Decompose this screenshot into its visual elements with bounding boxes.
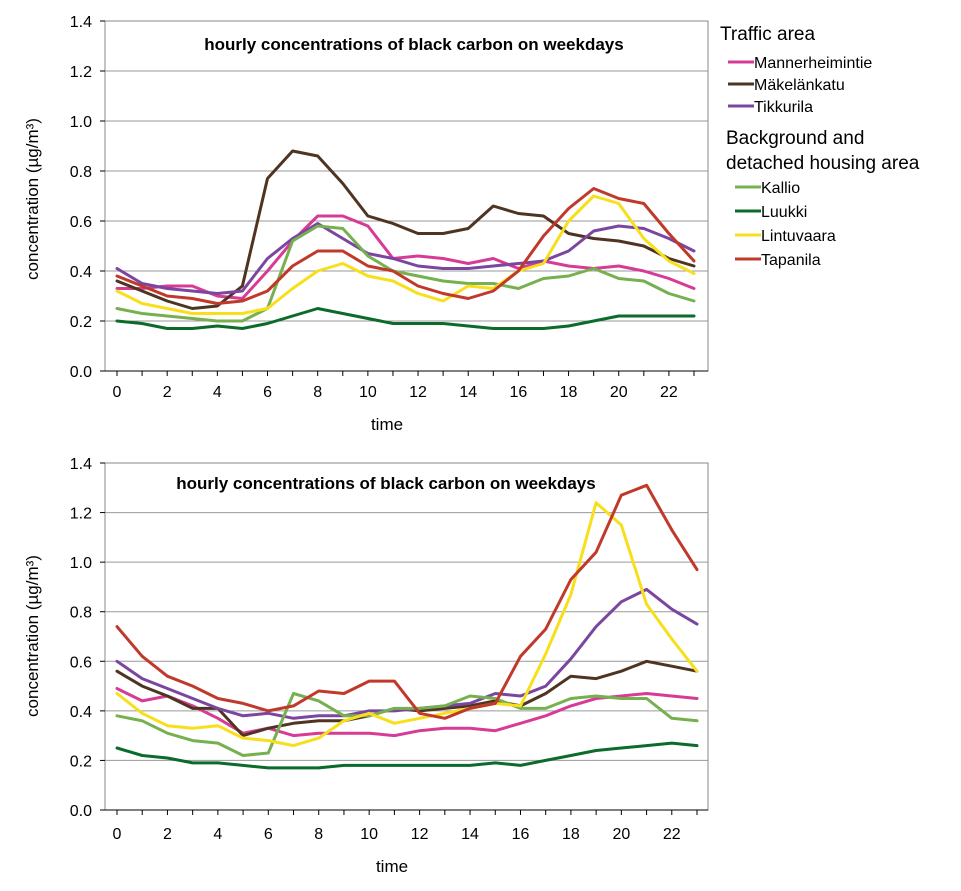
chart-bottom-xtick-label: 16: [512, 826, 530, 843]
chart-top-xtick-label: 4: [213, 384, 222, 401]
chart-top-xtick-label: 2: [163, 384, 172, 401]
legend-label-tapanila: Tapanila: [761, 252, 821, 269]
chart-bottom-grid: [105, 462, 708, 761]
legend-traffic-title: Traffic area: [720, 24, 815, 45]
chart-bottom-xtick-label: 14: [461, 826, 479, 843]
chart-top-ytick-label: 1.4: [70, 14, 92, 31]
chart-bottom-ylabel: concentration (µg/m³): [23, 555, 42, 717]
legend-background-title-line1: Background and: [726, 128, 864, 149]
chart-bottom-xtick-label: 22: [663, 826, 681, 843]
legend-label-tikkurila: Tikkurila: [754, 99, 813, 116]
chart-top-xtick-label: 8: [313, 384, 322, 401]
chart-bottom-ytick-label: 1.2: [70, 506, 92, 523]
chart-bottom-xtick-label: 10: [360, 826, 378, 843]
chart-bottom-xlabel: time: [376, 857, 408, 876]
chart-top-series-luukki: [115, 307, 696, 330]
chart-bottom-plot-frame: [104, 462, 709, 811]
chart-bottom-xtick-label: 0: [113, 826, 122, 843]
chart-bottom-xtick-label: 20: [612, 826, 630, 843]
chart-top-ytick-label: 0.0: [70, 364, 92, 381]
chart-bottom-ytick-label: 1.0: [70, 555, 92, 572]
chart-top-series-kallio: [115, 224, 696, 323]
chart-top-grid: [105, 20, 708, 322]
chart-top-ytick-label: 1.2: [70, 64, 92, 81]
legend-label-makelankatu: Mäkelänkatu: [754, 77, 845, 94]
chart-top-xtick-label: 10: [359, 384, 377, 401]
chart-bottom-title: hourly concentrations of black carbon on…: [176, 474, 595, 493]
chart-bottom-series-kallio: [115, 692, 699, 757]
legend-label-mannerheimintie: Mannerheimintie: [754, 55, 872, 72]
chart-bottom-xtick-label: 6: [264, 826, 273, 843]
chart-top-xtick-label: 20: [610, 384, 628, 401]
chart-bottom-series-lintuvaara: [115, 501, 699, 748]
chart-top-ytick-label: 1.0: [70, 114, 92, 131]
chart-top-ytick-label: 0.4: [70, 264, 92, 281]
chart-top-series-makelankatu: [115, 149, 696, 310]
legend-background-title-line2: detached housing area: [726, 153, 920, 174]
chart-top-xtick-label: 12: [409, 384, 427, 401]
chart-bottom-xtick-label: 18: [562, 826, 580, 843]
chart-top-ytick-label: 0.8: [70, 164, 92, 181]
legend-label-luukki: Luukki: [761, 204, 807, 221]
chart-bottom-ytick-label: 1.4: [70, 456, 92, 473]
chart-top-xtick-label: 18: [560, 384, 578, 401]
chart-bottom-ytick-label: 0.2: [70, 753, 92, 770]
chart-top-title: hourly concentrations of black carbon on…: [204, 35, 623, 54]
legend-label-lintuvaara: Lintuvaara: [761, 228, 836, 245]
chart-top-xtick-label: 22: [660, 384, 678, 401]
chart-top-xtick-label: 6: [263, 384, 272, 401]
legend-label-kallio: Kallio: [761, 180, 800, 197]
chart-top-xtick-label: 14: [459, 384, 477, 401]
chart-top: hourly concentrations of black carbon on…: [23, 14, 709, 434]
chart-bottom-ytick-label: 0.0: [70, 803, 92, 820]
chart-bottom: hourly concentrations of black carbon on…: [23, 456, 709, 876]
chart-top-series-tapanila: [115, 187, 696, 305]
chart-bottom-xtick-label: 2: [163, 826, 172, 843]
chart-top-series-tikkurila: [115, 222, 696, 295]
chart-bottom-series-mannerheimintie: [115, 687, 699, 738]
chart-top-ytick-label: 0.2: [70, 314, 92, 331]
chart-bottom-xtick-label: 8: [314, 826, 323, 843]
chart-bottom-ytick-label: 0.8: [70, 605, 92, 622]
chart-top-xtick-label: 16: [509, 384, 527, 401]
chart-bottom-ytick-label: 0.4: [70, 704, 92, 721]
chart-bottom-series-luukki: [115, 741, 699, 770]
chart-bottom-series-tapanila: [115, 483, 699, 720]
chart-top-ylabel: concentration (µg/m³): [23, 118, 42, 280]
chart-top-xtick-label: 0: [113, 384, 122, 401]
chart-top-series-lintuvaara: [115, 194, 696, 315]
chart-top-ytick-label: 0.6: [70, 214, 92, 231]
chart-bottom-xtick-label: 4: [213, 826, 222, 843]
chart-bottom-ytick-label: 0.6: [70, 654, 92, 671]
chart-top-xlabel: time: [371, 415, 403, 434]
legend: Traffic area Background and detached hou…: [720, 24, 920, 269]
chart-bottom-xtick-label: 12: [411, 826, 429, 843]
